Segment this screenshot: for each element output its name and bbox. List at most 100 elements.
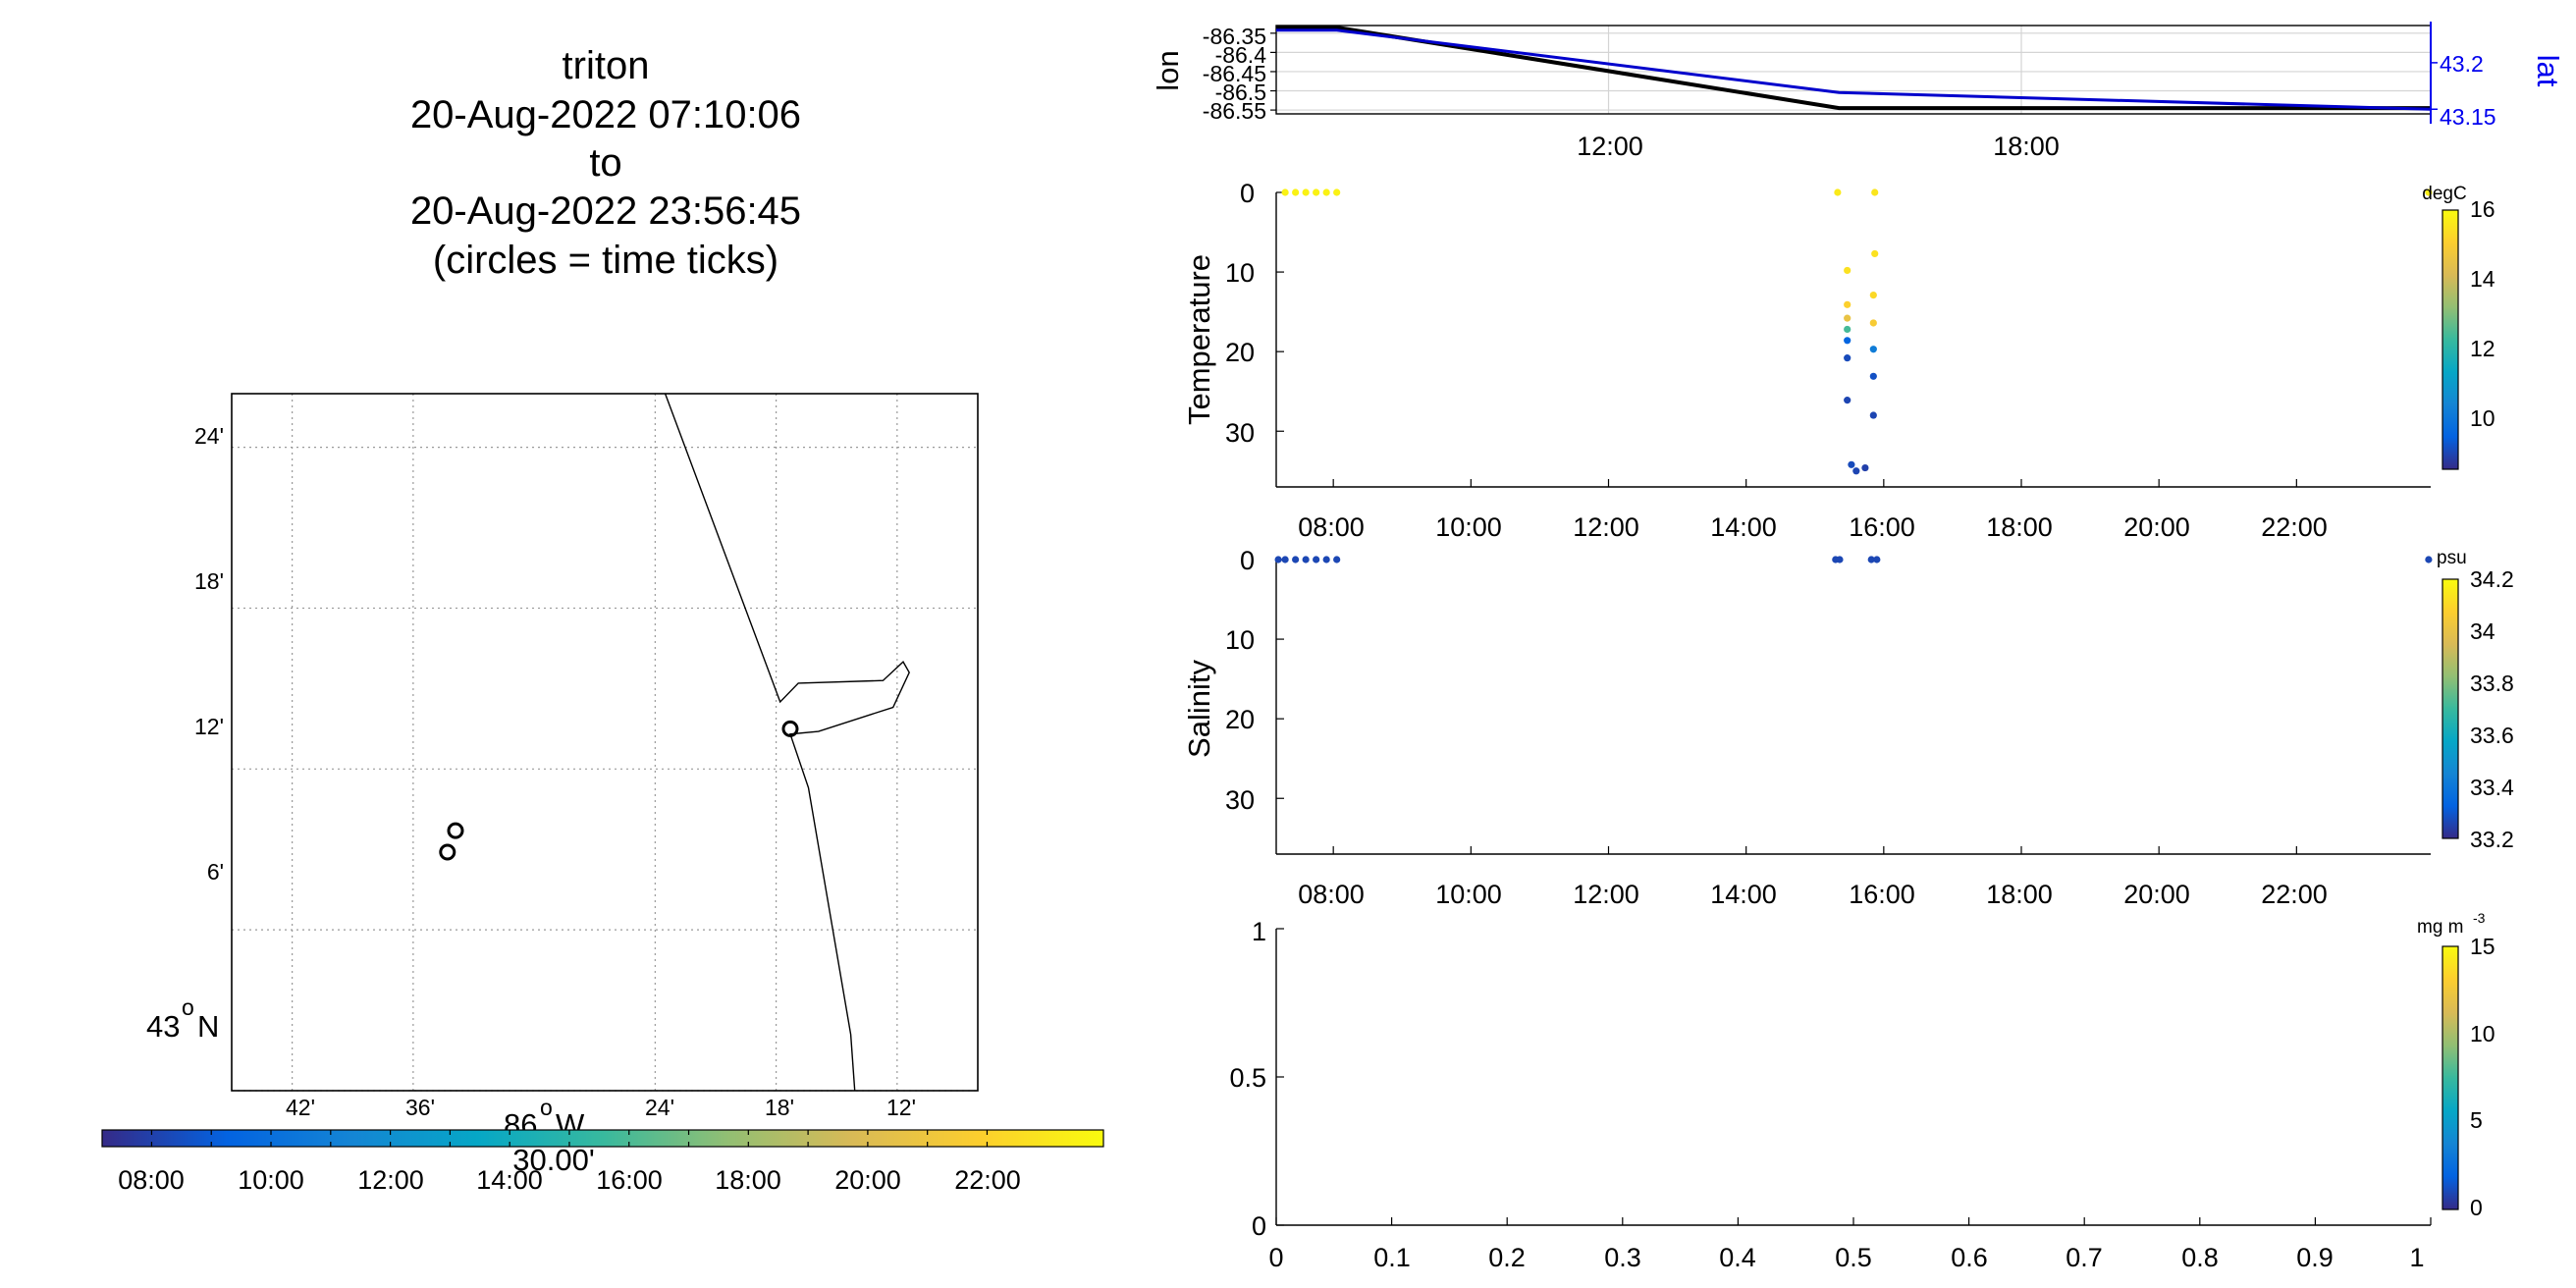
lonlat-grid [1270,26,2438,114]
map-grid [232,394,978,1092]
lon-sub-label: 30.00' [512,1143,595,1177]
empty-panel-xtick-label: 0.3 [1604,1243,1641,1272]
temperature-cbar-tick-label: 14 [2470,266,2496,292]
temperature-points [1281,188,2433,475]
lat-degree-symbol: o [182,994,194,1020]
time-colorbar-label: 18:00 [715,1165,781,1195]
empty-panel-axis-ticks [1275,928,2432,1226]
title-line-1: triton [563,44,650,87]
lat-tick-label: 18' [194,568,224,594]
temperature-xtick-label: 12:00 [1573,512,1639,542]
salinity-xtick-label: 10:00 [1435,880,1502,909]
map-frame [231,393,979,1092]
data-point [2425,556,2433,564]
data-point [1302,188,1310,196]
salinity-points [1274,556,2433,564]
lon-ticks: -86.35 -86.4 -86.45 -86.5 -86.55 [1203,24,1266,124]
salinity-colorbar [2442,578,2459,839]
empty-panel-x-ticks: 0 0.1 0.2 0.3 0.4 0.5 0.6 0.7 0.8 0.9 1 [1268,1243,2424,1272]
temperature-xtick-label: 10:00 [1435,512,1502,542]
salinity-cbar-tick-label: 34.2 [2470,566,2514,592]
time-colorbar-label: 08:00 [118,1165,185,1195]
salinity-xtick-label: 08:00 [1298,880,1365,909]
salinity-xtick-label: 16:00 [1849,880,1915,909]
empty-panel-colorbar-unit: mg m [2417,917,2464,938]
data-point [1274,556,1282,564]
map-lat-main-label: 43 o N [146,994,219,1044]
temperature-panel: 0 10 20 30 08:00 10:00 12:00 14:00 16:00… [1182,179,2496,542]
empty-panel-xtick-label: 1 [2409,1243,2424,1272]
title-line-4: 20-Aug-2022 23:56:45 [410,189,801,233]
time-colorbar-label: 10:00 [238,1165,304,1195]
map-points [439,720,799,861]
time-colorbar-gradient [101,1129,1104,1148]
temperature-axis-label: Temperature [1182,254,1216,425]
salinity-colorbar-unit: psu [2437,548,2467,568]
data-point [1281,556,1289,564]
empty-panel-cbar-tick-label: 5 [2470,1107,2483,1133]
salinity-x-ticks: 08:00 10:00 12:00 14:00 16:00 18:00 20:0… [1298,880,2328,909]
lonlat-xtick-label: 12:00 [1577,132,1643,161]
empty-panel-xtick-label: 0.9 [2296,1243,2334,1272]
data-point [1844,314,1852,322]
empty-panel: 1 0.5 0 0 0.1 0.2 0.3 0.4 0.5 0.6 0.7 0.… [1229,910,2495,1272]
temperature-cbar-tick-label: 16 [2470,196,2496,222]
data-point [1333,556,1341,564]
salinity-y-ticks: 0 10 20 30 [1225,546,1255,815]
lat-main-number: 43 [146,1009,180,1044]
empty-panel-xtick-label: 0 [1268,1243,1283,1272]
time-colorbar-label: 16:00 [596,1165,663,1195]
lon-tick-label: -86.45 [1203,61,1266,86]
temperature-xtick-label: 16:00 [1849,512,1915,542]
empty-panel-ytick-label: 1 [1252,917,1266,946]
map-time-tick-circle [781,720,799,737]
salinity-ytick-label: 30 [1225,785,1255,815]
data-point [1861,463,1869,472]
lat-tick-label: 43.15 [2440,104,2496,130]
lat-tick-label: 43.2 [2440,51,2484,77]
lon-tick-label: -86.35 [1203,24,1266,49]
data-point [1313,556,1320,564]
data-point [1848,460,1855,468]
salinity-cbar-tick-label: 33.6 [2470,723,2514,748]
temperature-x-ticks: 08:00 10:00 12:00 14:00 16:00 18:00 20:0… [1298,512,2328,542]
data-point [1869,346,1877,353]
data-point [1302,556,1310,564]
data-point [1869,411,1877,419]
temperature-cbar-tick-label: 10 [2470,405,2496,431]
data-point [1844,354,1852,362]
title-line-3: to [589,141,621,185]
empty-panel-xtick-label: 0.4 [1719,1243,1756,1272]
data-point [2425,188,2433,196]
data-point [1867,556,1875,564]
figure-title: triton 20-Aug-2022 07:10:06 to 20-Aug-20… [410,44,801,282]
temperature-xtick-label: 18:00 [1986,512,2053,542]
temperature-ytick-label: 0 [1240,179,1255,208]
salinity-ytick-label: 20 [1225,705,1255,734]
data-point [1852,467,1860,475]
temperature-xtick-label: 14:00 [1710,512,1777,542]
empty-panel-xtick-label: 0.7 [2066,1243,2103,1272]
data-point [1281,188,1289,196]
temperature-colorbar [2442,209,2459,470]
lonlat-panel: -86.35 -86.4 -86.45 -86.5 -86.55 43.2 43… [1151,22,2565,161]
map-lat-ticks: 24' 18' 12' 6' [194,423,224,885]
empty-panel-ytick-label: 0 [1252,1211,1266,1241]
lon-degree-symbol: o [540,1095,553,1120]
temperature-ytick-label: 20 [1225,338,1255,367]
title-line-5: (circles = time ticks) [433,239,778,282]
lon-tick-label: -86.55 [1203,98,1266,124]
lon-tick-label: 12' [886,1095,916,1120]
lonlat-xtick-label: 18:00 [1993,132,2060,161]
data-point [1871,188,1879,196]
temperature-xtick-label: 08:00 [1298,512,1365,542]
lat-tick-label: 6' [207,859,224,885]
data-point [1844,397,1852,404]
data-point [1844,325,1852,334]
lon-tick-label: -86.5 [1215,80,1266,105]
temperature-y-ticks: 0 10 20 30 [1225,179,1255,448]
map-time-tick-circle [439,843,456,861]
salinity-axis-label: Salinity [1182,660,1216,758]
data-point [1313,188,1320,196]
